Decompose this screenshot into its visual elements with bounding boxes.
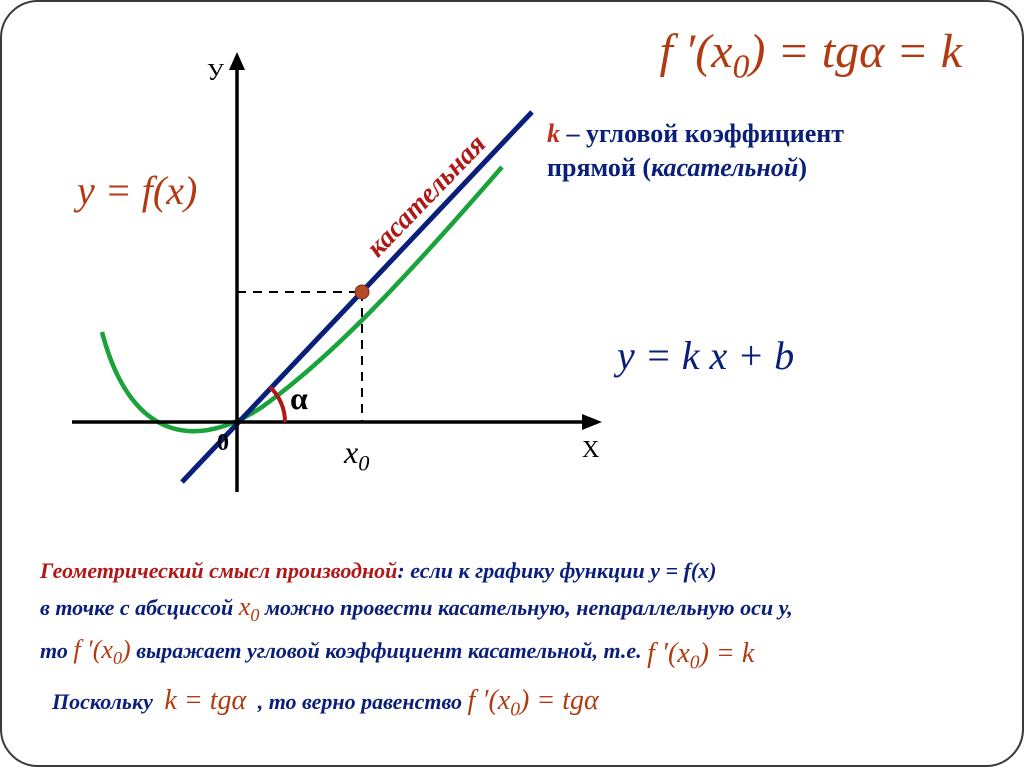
alpha-label: α	[290, 380, 308, 417]
y-axis-label: У	[207, 60, 224, 87]
slide-frame: f ′(x0) = tgα = k k – угловой коэффициен…	[0, 0, 1024, 767]
plot-svg	[62, 52, 622, 512]
caption-line1: Геометрический смысл производной: если к…	[40, 554, 990, 587]
y-eq-fx: y = f(x)	[77, 167, 197, 214]
caption-line4: Поскольку k = tgα , то верно равенство f…	[40, 680, 990, 725]
x-axis-label: Х	[582, 437, 599, 464]
coef-rest-close: )	[798, 153, 807, 182]
eq-tangent: y = k x + b	[617, 332, 794, 379]
plot-area: У Х 0 х0 α y = f(x) касательная	[62, 52, 622, 512]
caption-line3: то f ′(x0) выражает угловой коэффициент …	[40, 629, 990, 674]
eq-tangent-text: y = k x + b	[617, 333, 794, 378]
tangent-point	[355, 285, 369, 299]
x0-label: х0	[344, 434, 369, 476]
x-axis-arrow	[582, 414, 602, 430]
formula-main-text: f ′(x0) = tgα = k	[659, 25, 962, 78]
formula-main: f ′(x0) = tgα = k	[659, 24, 962, 87]
origin-label: 0	[217, 430, 229, 457]
y-axis-arrow	[229, 52, 245, 70]
caption-line2: в точке с абсциссой х0 можно провести ка…	[40, 587, 990, 629]
coef-rest-ital: касательной	[651, 153, 798, 182]
caption-block: Геометрический смысл производной: если к…	[40, 554, 990, 725]
